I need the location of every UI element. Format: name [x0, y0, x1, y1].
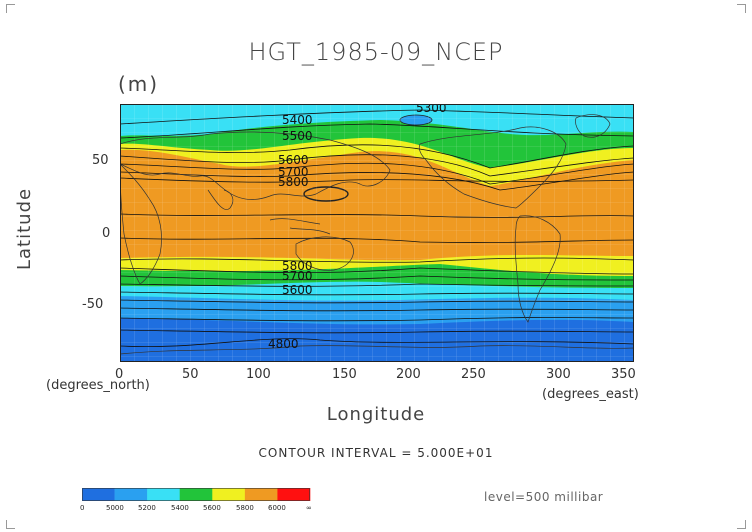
y-axis-label: Latitude [14, 187, 35, 270]
contour-label: 5700 [282, 269, 313, 283]
units-label: (m) [118, 72, 160, 96]
x-axis-unit: (degrees_east) [542, 387, 639, 402]
colorbar-cell [82, 488, 115, 501]
colorbar-tick-label: 5600 [203, 504, 221, 512]
coast-antarctica [120, 345, 634, 355]
colorbar-tick-label: 5200 [138, 504, 156, 512]
contour-label: 4800 [268, 337, 299, 351]
corner-mark-top-left [6, 4, 15, 13]
coast-africa [120, 163, 162, 285]
map-title: HGT_1985-09_NCEP [248, 38, 504, 66]
colorbar-cell [212, 488, 246, 501]
colorbar-tick-label: 5000 [106, 504, 124, 512]
contour-label: 5600 [282, 283, 313, 297]
x-tick-label: 150 [332, 367, 357, 382]
x-tick-label: 200 [396, 367, 421, 382]
contour-label: 5300 [416, 104, 447, 115]
colorbar [82, 488, 311, 501]
contour-label: 5400 [282, 113, 313, 127]
contour-label: 5700 [278, 165, 309, 179]
x-tick-label: 50 [182, 367, 199, 382]
coast-greenland [575, 114, 611, 138]
x-tick-label: 300 [546, 367, 571, 382]
level-label: level=500 millibar [484, 490, 604, 504]
colorbar-tick-label: 0 [80, 504, 85, 512]
corner-mark-bottom-right [737, 520, 746, 529]
colorbar-tick-label: 5400 [171, 504, 189, 512]
colorbar-cell [277, 488, 311, 501]
contour-label: 5800 [282, 259, 313, 273]
x-tick-label: 0 [115, 367, 124, 382]
colorbar-cell [244, 488, 278, 501]
coast-australia [295, 236, 354, 271]
colorbar-tick-label: ∞ [306, 504, 312, 512]
coast-south-america [514, 215, 561, 323]
contour-label: 5500 [282, 129, 313, 143]
y-axis-unit: (degrees_north) [46, 378, 150, 393]
contour-interval-text: CONTOUR INTERVAL = 5.000E+01 [258, 446, 494, 460]
contour-labels: 5300 5400 5500 5600 5700 5800 5800 5700 … [268, 104, 447, 351]
colorbar-tick-label: 6000 [268, 504, 286, 512]
y-tick-label: -50 [82, 297, 104, 312]
x-tick-label: 350 [611, 367, 636, 382]
colorbar-cell [147, 488, 181, 501]
y-tick-label: 0 [102, 226, 111, 241]
map-plot: 5300 5400 5500 5600 5700 5800 5800 5700 … [120, 104, 634, 362]
coast-north-america [418, 126, 567, 209]
x-tick-label: 100 [246, 367, 271, 382]
corner-mark-bottom-left [6, 520, 15, 529]
coast-india [207, 189, 234, 210]
coast-indonesia [269, 218, 331, 235]
colorbar-cell [114, 488, 148, 501]
colorbar-tick-label: 5800 [236, 504, 254, 512]
coast-europe-asia [120, 131, 391, 200]
x-axis-label: Longitude [326, 404, 426, 425]
x-tick-label: 250 [461, 367, 486, 382]
colorbar-cell [179, 488, 213, 501]
y-tick-label: 50 [92, 153, 109, 168]
contour-label: 5600 [278, 153, 309, 167]
corner-mark-top-right [737, 4, 746, 13]
contour-label: 5800 [278, 175, 309, 189]
